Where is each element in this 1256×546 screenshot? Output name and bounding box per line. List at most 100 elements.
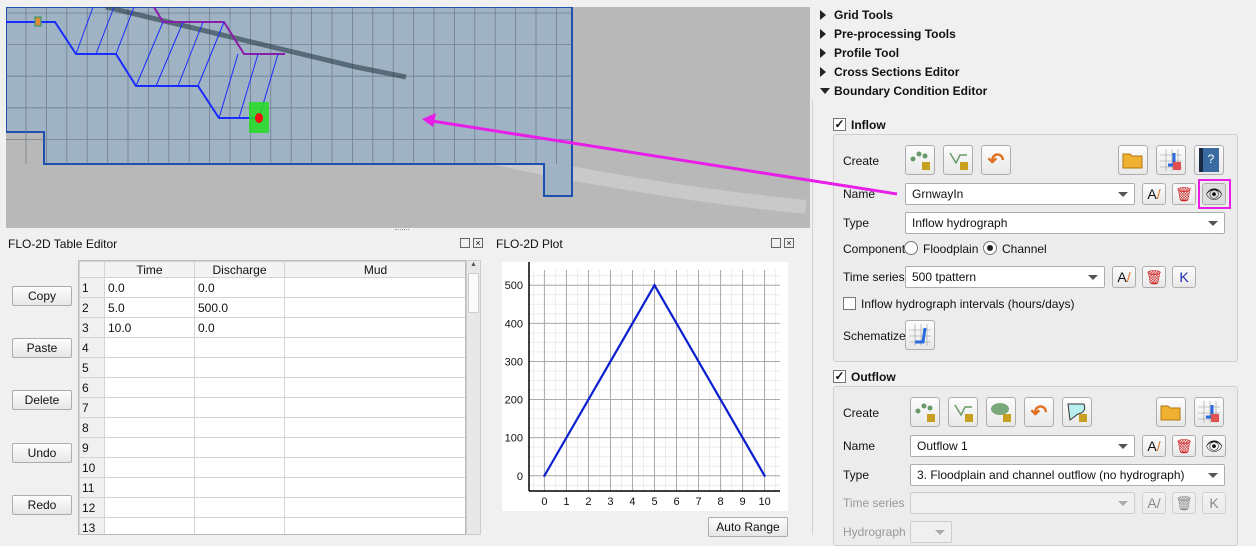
inflow-timeseries-select[interactable]: 500 tpattern: [905, 266, 1105, 288]
table-cell[interactable]: [104, 397, 195, 418]
outflow-type-select[interactable]: 3. Floodplain and channel outflow (no hy…: [910, 464, 1225, 486]
table-editor-float-icon[interactable]: [460, 238, 470, 248]
table-cell[interactable]: [284, 277, 465, 298]
outflow-name-select[interactable]: Outflow 1: [910, 435, 1135, 457]
rename-outflow-timeseries-button[interactable]: A/: [1142, 492, 1166, 514]
open-folder-button[interactable]: [1118, 145, 1148, 175]
table-cell[interactable]: [194, 337, 285, 358]
collapsed-arrow-icon[interactable]: [820, 67, 826, 77]
tree-item[interactable]: Cross Sections Editor: [834, 65, 960, 79]
hydrograph-select[interactable]: [910, 521, 952, 543]
collapsed-arrow-icon[interactable]: [820, 29, 826, 39]
table-row[interactable]: 5: [79, 357, 465, 378]
table-editor-close-icon[interactable]: ×: [473, 238, 483, 248]
row-header[interactable]: 10: [79, 457, 105, 478]
outflow-open-folder-button[interactable]: [1156, 397, 1186, 427]
row-header[interactable]: 3: [79, 317, 105, 338]
table-row[interactable]: 9: [79, 437, 465, 458]
table-cell[interactable]: [194, 377, 285, 398]
delete-timeseries-button[interactable]: 🗑: [1142, 266, 1166, 288]
auto-range-button[interactable]: Auto Range: [708, 517, 788, 537]
row-header[interactable]: 7: [79, 397, 105, 418]
collapsed-arrow-icon[interactable]: [820, 10, 826, 20]
help-button[interactable]: ?: [1194, 145, 1224, 175]
add-outflow-polygon-button[interactable]: [986, 397, 1016, 427]
collapsed-arrow-icon[interactable]: [820, 48, 826, 58]
table-row[interactable]: 11: [79, 477, 465, 498]
tree-item[interactable]: Profile Tool: [834, 46, 900, 60]
column-header-time[interactable]: Time: [104, 261, 195, 278]
table-cell[interactable]: [104, 337, 195, 358]
table-cell[interactable]: [284, 377, 465, 398]
delete-outflow-button[interactable]: 🗑: [1172, 435, 1196, 457]
rename-timeseries-button[interactable]: A/: [1112, 266, 1136, 288]
channel-radio-label[interactable]: Channel: [1002, 242, 1047, 256]
delete-button[interactable]: Delete: [12, 390, 72, 410]
inflow-checkbox[interactable]: ✓: [833, 117, 846, 131]
plot-float-icon[interactable]: [771, 238, 781, 248]
table-cell[interactable]: [284, 477, 465, 498]
schematize-inflow-button[interactable]: [905, 320, 935, 350]
outflow-timeseries-select[interactable]: [910, 492, 1135, 514]
table-cell[interactable]: [284, 337, 465, 358]
data-table[interactable]: Time Discharge Mud 1 0.0 0.0 2 5.0 500.0 3 10.0 0.…: [78, 260, 466, 535]
copy-button[interactable]: Copy: [12, 286, 72, 306]
row-header[interactable]: 6: [79, 377, 105, 398]
table-cell[interactable]: [194, 417, 285, 438]
add-outflow-line-button[interactable]: [948, 397, 978, 427]
delete-outflow-timeseries-button[interactable]: 🗑: [1172, 492, 1196, 514]
table-row[interactable]: 12: [79, 497, 465, 518]
tree-item[interactable]: Boundary Condition Editor: [834, 84, 988, 98]
show-inflow-button[interactable]: 👁: [1202, 183, 1226, 205]
table-cell[interactable]: 0.0: [104, 277, 195, 298]
table-cell[interactable]: [284, 457, 465, 478]
rename-outflow-button[interactable]: A/: [1142, 435, 1166, 457]
tree-item[interactable]: Pre-processing Tools: [834, 27, 956, 41]
delete-inflow-button[interactable]: 🗑: [1172, 183, 1196, 205]
table-cell[interactable]: [104, 437, 195, 458]
map-canvas[interactable]: [6, 7, 810, 228]
expanded-arrow-icon[interactable]: [820, 88, 830, 94]
row-header[interactable]: 13: [79, 517, 105, 534]
intervals-checkbox[interactable]: [843, 297, 856, 310]
intervals-label[interactable]: Inflow hydrograph intervals (hours/days): [861, 297, 1075, 311]
table-cell[interactable]: [104, 417, 195, 438]
add-inflow-line-button[interactable]: [943, 145, 973, 175]
column-header-mud[interactable]: Mud: [284, 261, 465, 278]
table-cell[interactable]: [284, 397, 465, 418]
table-cell[interactable]: [284, 517, 465, 534]
table-cell[interactable]: [284, 437, 465, 458]
add-outflow-point-button[interactable]: [910, 397, 940, 427]
table-cell[interactable]: [194, 457, 285, 478]
table-cell[interactable]: [194, 477, 285, 498]
table-row[interactable]: 2 5.0 500.0: [79, 297, 465, 318]
table-cell[interactable]: [194, 497, 285, 518]
add-inflow-point-button[interactable]: [905, 145, 935, 175]
inflow-type-select[interactable]: Inflow hydrograph: [905, 212, 1225, 234]
table-cell[interactable]: [194, 517, 285, 534]
table-cell[interactable]: [194, 437, 285, 458]
row-header[interactable]: 5: [79, 357, 105, 378]
table-scrollbar[interactable]: ▲: [466, 260, 481, 535]
table-cell[interactable]: [284, 497, 465, 518]
plot-close-icon[interactable]: ×: [784, 238, 794, 248]
table-row[interactable]: 6: [79, 377, 465, 398]
table-cell[interactable]: 10.0: [104, 317, 195, 338]
table-cell[interactable]: [194, 397, 285, 418]
table-cell[interactable]: [194, 357, 285, 378]
outflow-clear-schematized-button[interactable]: [1194, 397, 1224, 427]
table-cell[interactable]: 5.0: [104, 297, 195, 318]
table-cell[interactable]: [284, 357, 465, 378]
row-header[interactable]: 11: [79, 477, 105, 498]
column-header-discharge[interactable]: Discharge: [194, 261, 285, 278]
rename-inflow-button[interactable]: A/: [1142, 183, 1166, 205]
table-cell[interactable]: [284, 417, 465, 438]
table-cell[interactable]: 0.0: [194, 277, 285, 298]
table-cell[interactable]: 500.0: [194, 297, 285, 318]
splitter-handle[interactable]: [395, 229, 409, 231]
table-cell[interactable]: [104, 477, 195, 498]
inflow-name-select[interactable]: GrnwayIn: [905, 183, 1135, 205]
table-row[interactable]: 4: [79, 337, 465, 358]
add-outflow-area-button[interactable]: [1062, 397, 1092, 427]
